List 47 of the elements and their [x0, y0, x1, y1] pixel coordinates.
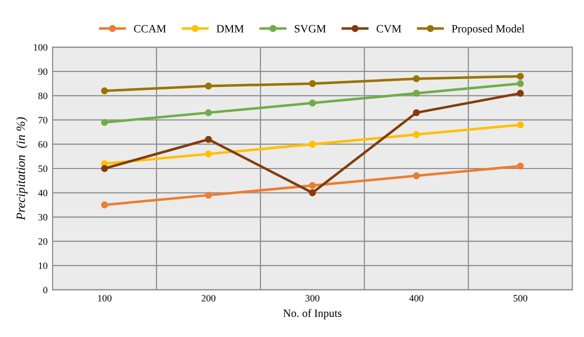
- x-tick-label: 500: [514, 294, 528, 302]
- point: [516, 121, 524, 128]
- point: [101, 118, 108, 126]
- point: [412, 109, 420, 116]
- point: [412, 75, 420, 82]
- x-tick-label: 400: [409, 294, 424, 302]
- point: [101, 201, 108, 208]
- y-tick-label: 10: [38, 262, 48, 270]
- point: [205, 82, 212, 90]
- y-tick-label: 50: [38, 165, 48, 172]
- y-tick-label: 100: [34, 44, 48, 51]
- point: [308, 189, 316, 196]
- point: [205, 136, 212, 143]
- legend-label: CVM: [376, 25, 402, 33]
- point: [516, 162, 524, 170]
- point: [412, 131, 420, 138]
- y-tick-label: 70: [38, 116, 48, 124]
- point: [308, 182, 316, 189]
- point: [308, 100, 316, 106]
- point: [205, 192, 212, 199]
- y-tick-label: 0: [43, 286, 48, 294]
- y-tick-label: 20: [38, 238, 48, 245]
- point: [205, 109, 212, 116]
- x-axis-title: No. of Inputs: [283, 309, 342, 320]
- y-tick-label: 80: [38, 92, 48, 100]
- legend-label: CCAM: [134, 25, 166, 32]
- point: [516, 90, 524, 97]
- y-tick-label: 90: [38, 68, 48, 75]
- x-tick-label: 300: [306, 294, 320, 302]
- y-tick-label: 30: [38, 214, 48, 220]
- point: [205, 150, 212, 158]
- y-axis-title: Precipitation (in %): [16, 117, 28, 220]
- point: [101, 165, 108, 172]
- point: [516, 80, 524, 88]
- y-tick-label: 60: [38, 141, 48, 148]
- point: [516, 72, 524, 80]
- point: [412, 90, 420, 97]
- x-tick-label: 100: [98, 294, 112, 302]
- legend-label: DMM: [216, 25, 244, 32]
- point: [308, 80, 316, 88]
- point: [308, 140, 316, 148]
- legend-label: Proposed Model: [452, 24, 524, 35]
- point: [101, 87, 108, 94]
- x-tick-label: 200: [202, 294, 216, 302]
- point: [412, 172, 420, 180]
- y-tick-label: 40: [38, 190, 48, 196]
- legend-label: SVGM: [294, 25, 326, 33]
